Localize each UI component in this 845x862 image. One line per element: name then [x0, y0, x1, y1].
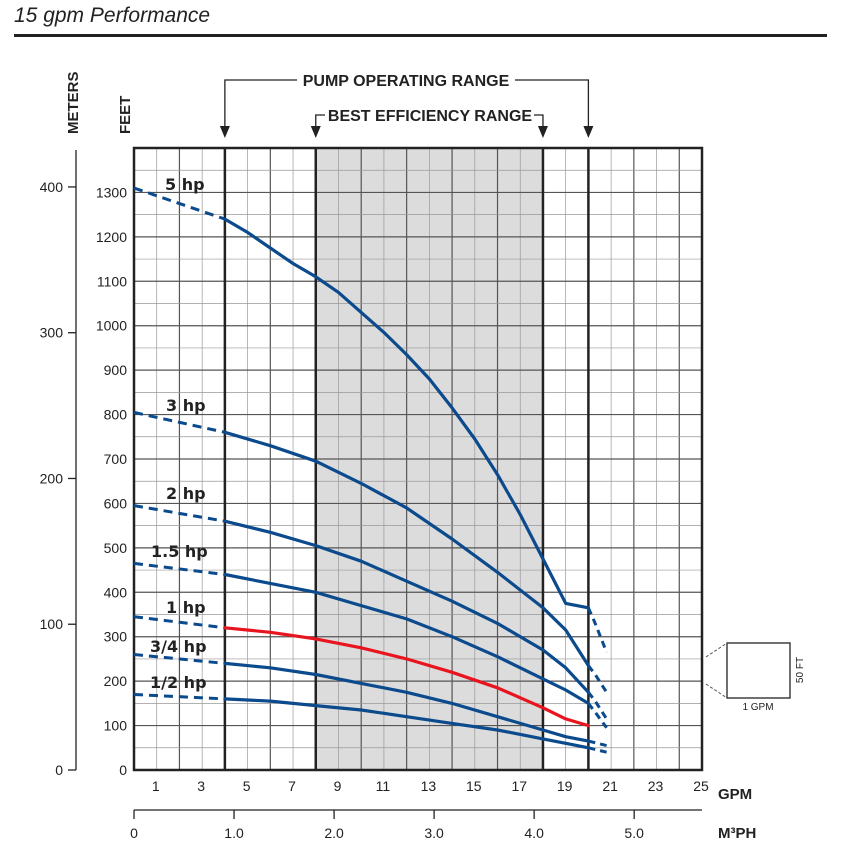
gpm-axis-title: GPM: [718, 786, 752, 803]
gpm-tick-label: 7: [288, 778, 296, 794]
curve-3-hp-dashed-start: [133, 410, 226, 434]
page-title: 15 gpm Performance: [14, 4, 211, 27]
feet-tick-label: 0: [119, 762, 127, 778]
feet-tick-label: 500: [104, 540, 128, 556]
m3ph-tick-label: 3.0: [424, 825, 444, 841]
pump-range-arrow-right: [583, 126, 594, 138]
gpm-tick-label: 15: [466, 778, 482, 794]
gpm-tick-label: 25: [693, 778, 709, 794]
best-range-bracket-right: [534, 114, 544, 130]
m3ph-tick-label: 2.0: [324, 825, 344, 841]
curve-1-2-hp-dashed-end: [588, 746, 607, 754]
curve-5-hp-dashed-end: [587, 607, 608, 653]
pump-operating-range-label: PUMP OPERATING RANGE: [303, 73, 510, 90]
curve-label: 1/2 hp: [150, 673, 207, 692]
m3ph-tick-label: 0: [130, 825, 138, 841]
m3ph-tick-label: 4.0: [524, 825, 544, 841]
feet-tick-label: 1100: [97, 273, 127, 289]
curve-1-5-hp-dashed-start: [133, 561, 226, 576]
curve-1-hp-dashed-start: [133, 615, 226, 630]
curve-5-hp: [223, 217, 591, 610]
curve-1-2-hp: [223, 697, 591, 750]
feet-tick-label: 1000: [96, 318, 127, 334]
pump-range-bracket-left: [224, 79, 297, 130]
gpm-tick-label: 17: [511, 778, 527, 794]
curve-3-4-hp: [223, 661, 591, 743]
meters-axis-title: METERS: [65, 71, 82, 134]
gpm-tick-label: 21: [602, 778, 618, 794]
gpm-tick-label: 19: [557, 778, 573, 794]
curve-3-hp-dashed-end: [587, 664, 608, 694]
curve-label: 1 hp: [166, 598, 206, 617]
best-range-arrow-left: [310, 126, 321, 138]
gpm-tick-label: 3: [197, 778, 205, 794]
scale-box-x-label: 1 GPM: [742, 702, 773, 713]
curve-3-hp: [223, 430, 591, 668]
gpm-tick-label: 9: [334, 778, 342, 794]
scale-box-leader-bottom: [705, 683, 728, 699]
curve-2-hp-dashed-start: [133, 504, 226, 523]
feet-tick-label: 800: [104, 407, 128, 423]
m3ph-tick-label: 5.0: [624, 825, 644, 841]
feet-tick-label: 1200: [96, 229, 127, 245]
feet-tick-label: 1300: [96, 184, 127, 200]
meters-tick-label: 400: [40, 179, 64, 195]
m3ph-tick-label: 1.0: [224, 825, 244, 841]
curve-label: 1.5 hp: [151, 542, 208, 561]
scale-box-y-label: 50 FT: [795, 657, 806, 683]
feet-tick-label: 400: [104, 584, 128, 600]
scale-box-leader-top: [705, 642, 728, 658]
meters-tick-label: 300: [40, 325, 64, 341]
gpm-tick-label: 23: [648, 778, 664, 794]
curve-1-hp: [223, 626, 591, 728]
feet-tick-label: 100: [104, 718, 128, 734]
curve-5-hp-dashed-start: [133, 186, 226, 221]
meters-tick-label: 100: [40, 616, 64, 632]
feet-tick-label: 300: [104, 629, 128, 645]
gpm-tick-label: 11: [376, 778, 391, 794]
feet-axis-title: FEET: [117, 96, 134, 134]
curve-3-4-hp-dashed-end: [588, 739, 607, 748]
curve-2-hp-dashed-end: [587, 691, 608, 720]
m3ph-axis-title: M³PH: [718, 825, 756, 842]
title-rule: [14, 34, 827, 37]
gpm-tick-label: 1: [152, 778, 160, 794]
best-efficiency-range-label: BEST EFFICIENCY RANGE: [328, 108, 533, 125]
curve-label: 3 hp: [166, 396, 206, 415]
plot-frame: [132, 146, 704, 772]
meters-tick-label: 200: [40, 470, 64, 486]
feet-tick-label: 700: [104, 451, 128, 467]
curve-label: 3/4 hp: [150, 637, 207, 656]
curve-2-hp: [223, 519, 591, 694]
curve-1-5-hp-dashed-end: [587, 702, 608, 729]
pump-range-bracket-right: [515, 79, 590, 130]
curve-label: 5 hp: [165, 175, 205, 194]
gpm-tick-label: 13: [421, 778, 437, 794]
best-range-arrow-right: [537, 126, 548, 138]
curve-1-2-hp-dashed-start: [133, 693, 225, 701]
pump-range-arrow-left: [219, 126, 230, 138]
scale-reference-box: [726, 642, 791, 699]
curve-1-5-hp: [223, 572, 591, 706]
feet-tick-label: 200: [104, 673, 128, 689]
curve-label: 2 hp: [166, 484, 206, 503]
meters-tick-label: 0: [55, 762, 63, 778]
best-range-bracket-left: [315, 114, 325, 130]
gpm-tick-label: 5: [243, 778, 251, 794]
feet-tick-label: 900: [104, 362, 128, 378]
curve-3-4-hp-dashed-start: [133, 653, 226, 665]
feet-tick-label: 600: [104, 495, 128, 511]
